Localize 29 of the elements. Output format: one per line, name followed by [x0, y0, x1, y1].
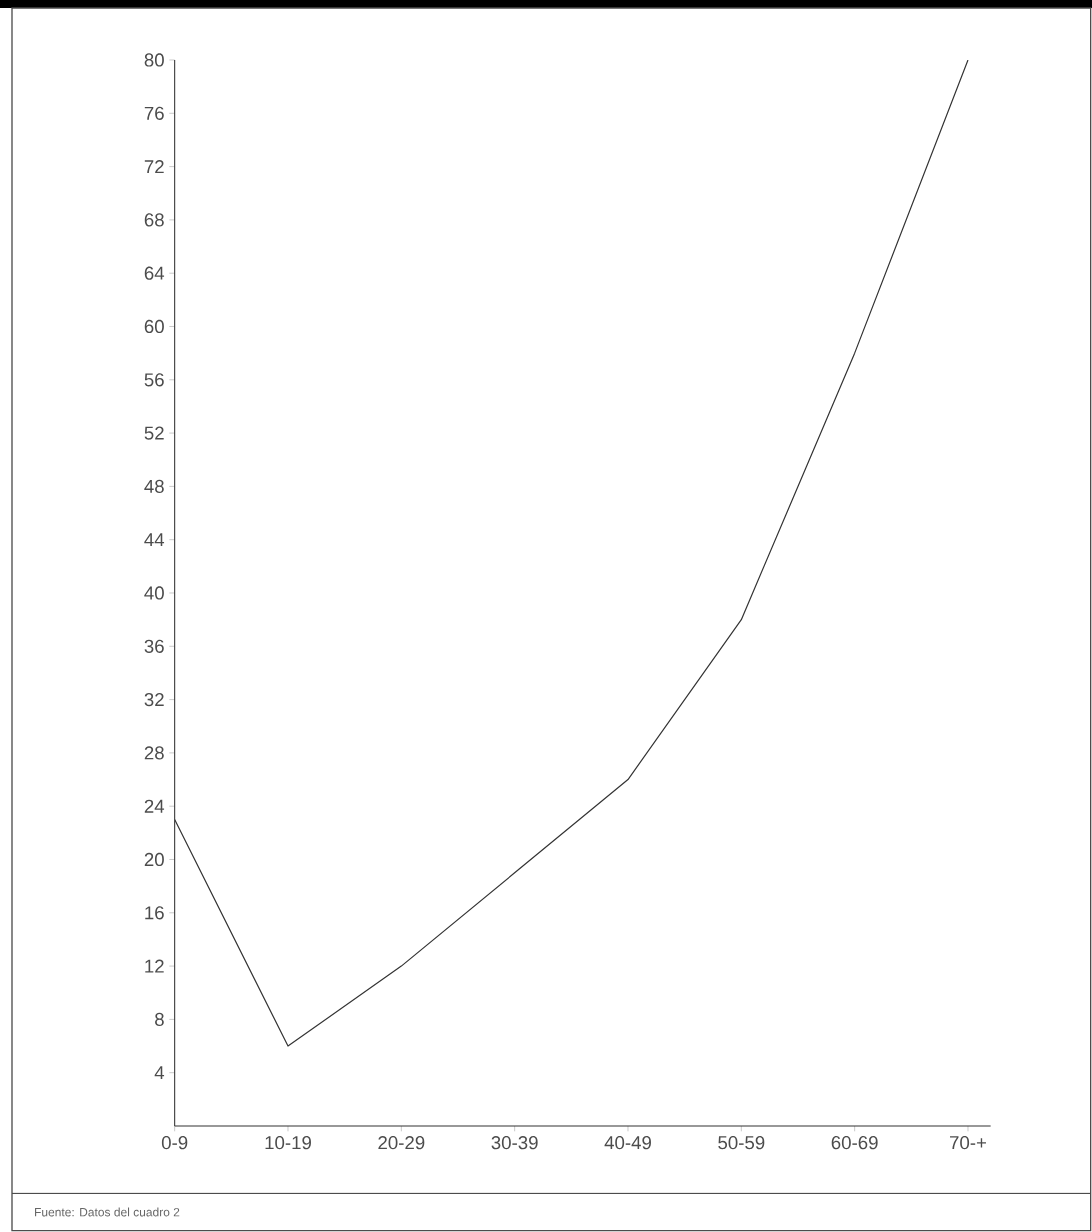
x-tick-label: 0-9 [161, 1136, 188, 1150]
source-note: Fuente: Datos del cuadro 2 [35, 1207, 180, 1217]
y-tick-label: 36 [144, 639, 164, 653]
y-tick-label: 40 [144, 586, 164, 600]
x-tick-label: 20-29 [378, 1136, 425, 1150]
y-tick-label: 76 [144, 106, 164, 120]
y-tick-label: 44 [144, 533, 165, 547]
y-tick-label: 72 [144, 160, 164, 174]
x-tick-label: 70-+ [950, 1136, 986, 1150]
y-tick-label: 48 [144, 479, 164, 494]
y-tick-label: 56 [144, 373, 164, 387]
y-tick-label: 32 [144, 692, 164, 707]
y-tick-label: 60 [144, 319, 164, 334]
y-tick-label: 12 [145, 959, 164, 973]
x-tick-label: 30-39 [491, 1136, 538, 1150]
y-tick-label: 80 [144, 53, 164, 67]
y-tick-label: 64 [144, 266, 165, 280]
y-tick-label: 8 [155, 1012, 164, 1027]
y-tick-label: 4 [154, 1066, 165, 1080]
y-tick-label: 68 [144, 213, 164, 227]
x-tick-label: 50-59 [718, 1136, 765, 1150]
x-tick-label: 60-69 [831, 1136, 878, 1150]
x-tick-label: 10-19 [265, 1136, 311, 1150]
y-tick-label: 24 [144, 799, 165, 813]
y-tick-label: 52 [144, 426, 164, 440]
y-tick-label: 28 [144, 746, 164, 760]
y-tick-label: 16 [145, 906, 164, 920]
y-tick-label: 20 [144, 852, 164, 867]
x-tick-label: 40-49 [604, 1136, 651, 1150]
